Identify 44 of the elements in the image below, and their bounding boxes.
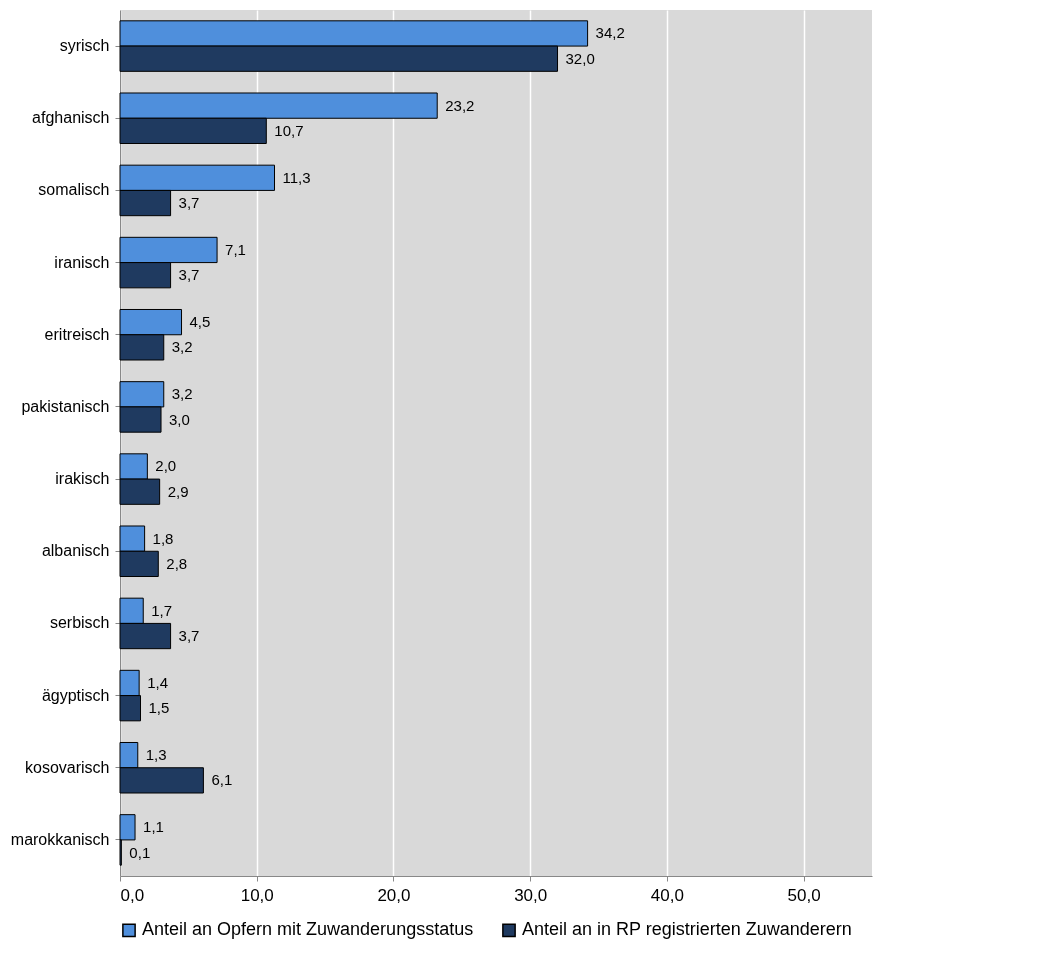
data-label: 0,1 [129, 843, 151, 861]
y-tick-label: albanisch [41, 542, 110, 560]
x-tick-label: 50,0 [787, 885, 821, 905]
legend-label: Anteil an in RP registrierten Zuwanderern [522, 919, 852, 940]
x-tick-label: 0,0 [120, 885, 145, 905]
data-label: 3,7 [178, 266, 200, 284]
data-label: 3,0 [169, 410, 190, 428]
data-label: 23,2 [445, 96, 475, 114]
data-label: 2,9 [167, 482, 189, 500]
data-label: 34,2 [595, 24, 625, 42]
data-label: 2,8 [166, 554, 188, 572]
y-tick-label: kosovarisch [25, 758, 110, 776]
data-label: 32,0 [565, 49, 595, 67]
data-label: 3,2 [171, 338, 193, 356]
data-label: 1,8 [152, 529, 174, 547]
y-tick-label: serbisch [49, 614, 110, 632]
data-label: 1,1 [143, 818, 164, 836]
x-tick-label: 10,0 [240, 885, 274, 905]
data-label: 3,2 [171, 385, 193, 403]
data-label: 1,4 [147, 673, 168, 691]
y-tick-label: marokkanisch [10, 830, 110, 848]
y-tick-label: ägyptisch [41, 686, 110, 704]
data-label: 7,1 [225, 240, 246, 258]
y-tick-label: iranisch [54, 253, 110, 271]
legend-label: Anteil an Opfern mit Zuwanderungsstatus [142, 919, 474, 940]
data-label: 11,3 [282, 168, 311, 186]
y-tick-label: pakistanisch [21, 397, 110, 415]
y-tick-label: syrisch [59, 37, 110, 55]
y-tick-label: eritreisch [44, 325, 110, 343]
data-label: 10,7 [274, 121, 304, 139]
y-tick-label: irakisch [55, 470, 110, 488]
x-tick-label: 40,0 [650, 885, 684, 905]
x-tick-label: 20,0 [377, 885, 411, 905]
data-label: 2,0 [155, 457, 177, 475]
data-label: 1,3 [145, 746, 167, 764]
data-label: 1,5 [148, 699, 170, 717]
y-tick-label: somalisch [38, 181, 110, 199]
data-label: 3,7 [178, 194, 200, 212]
data-label: 4,5 [189, 313, 211, 331]
data-label: 6,1 [211, 771, 233, 789]
data-label: 1,7 [151, 601, 173, 619]
data-label: 3,7 [178, 627, 200, 645]
x-tick-label: 30,0 [514, 885, 548, 905]
y-tick-label: afghanisch [32, 109, 110, 127]
